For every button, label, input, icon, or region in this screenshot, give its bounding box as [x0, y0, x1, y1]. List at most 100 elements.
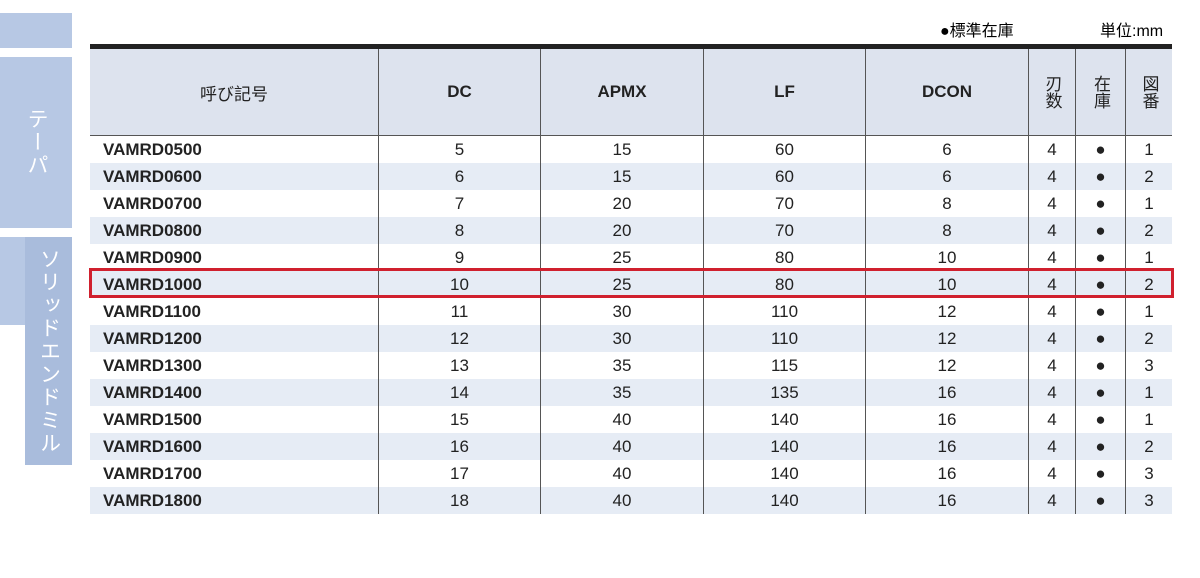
- table-cell: 10: [378, 271, 540, 298]
- table-cell: 2: [1125, 217, 1172, 244]
- header-cell: 在庫: [1075, 49, 1125, 135]
- table-cell: 10: [865, 244, 1028, 271]
- table-cell: ●: [1075, 136, 1125, 163]
- table-cell: 80: [703, 244, 865, 271]
- table-cell: VAMRD1000: [103, 274, 202, 294]
- header-rule: [90, 135, 1172, 136]
- spec-table: 呼び記号 DC APMX LF DCON 刃数 在庫 図番 VAMRD0500 5 15 60 6 4 ● 1…: [90, 49, 1172, 516]
- table-cell: ●: [1075, 406, 1125, 433]
- table-cell: 4: [1028, 460, 1075, 487]
- table-cell: 14: [378, 379, 540, 406]
- header-cell: 刃数: [1028, 49, 1075, 135]
- header-cell: APMX: [540, 49, 703, 135]
- table-cell: VAMRD1700: [103, 463, 202, 483]
- table-cell: VAMRD1800: [103, 490, 202, 510]
- table-cell: 60: [703, 163, 865, 190]
- table-cell: 25: [540, 271, 703, 298]
- row-shade: [90, 217, 1172, 244]
- table-cell: 2: [1125, 325, 1172, 352]
- row-highlight: [89, 268, 1174, 298]
- table-cell: 16: [865, 379, 1028, 406]
- table-cell: 3: [1125, 460, 1172, 487]
- table-cell: 11: [378, 298, 540, 325]
- table-cell: VAMRD0700: [103, 193, 202, 213]
- table-cell: 35: [540, 352, 703, 379]
- table-cell: VAMRD0500: [103, 139, 202, 159]
- table-cell: 16: [378, 433, 540, 460]
- table-cell: ●: [1075, 298, 1125, 325]
- table-cell: 4: [1028, 190, 1075, 217]
- table-cell: 8: [378, 217, 540, 244]
- table-cell: 40: [540, 460, 703, 487]
- table-cell: 40: [540, 487, 703, 514]
- table-cell: 4: [1028, 136, 1075, 163]
- row-shade: [90, 325, 1172, 352]
- table-cell: 1: [1125, 379, 1172, 406]
- table-cell: 4: [1028, 379, 1075, 406]
- table-cell: 115: [703, 352, 865, 379]
- table-cell: 30: [540, 325, 703, 352]
- table-cell: VAMRD1600: [103, 436, 202, 456]
- table-cell: 13: [378, 352, 540, 379]
- side-tab: テーパ: [0, 57, 72, 228]
- table-cell: ●: [1075, 460, 1125, 487]
- table-cell: 20: [540, 217, 703, 244]
- row-shade: [90, 271, 1172, 298]
- table-cell: 15: [378, 406, 540, 433]
- table-cell: 6: [865, 163, 1028, 190]
- table-cell: 25: [540, 244, 703, 271]
- row-shade: [90, 433, 1172, 460]
- table-cell: ●: [1075, 352, 1125, 379]
- table-cell: 12: [865, 298, 1028, 325]
- row-shade: [90, 487, 1172, 514]
- table-cell: 4: [1028, 352, 1075, 379]
- table-cell: ●: [1075, 163, 1125, 190]
- table-cell: ●: [1075, 271, 1125, 298]
- table-cell: ●: [1075, 433, 1125, 460]
- table-cell: 140: [703, 406, 865, 433]
- table-cell: ●: [1075, 379, 1125, 406]
- table-cell: 2: [1125, 163, 1172, 190]
- table-cell: 1: [1125, 406, 1172, 433]
- table-cell: ●: [1075, 325, 1125, 352]
- table-cell: 110: [703, 325, 865, 352]
- table-cell: 17: [378, 460, 540, 487]
- table-cell: ●: [1075, 190, 1125, 217]
- table-cell: VAMRD0600: [103, 166, 202, 186]
- table-cell: VAMRD0900: [103, 247, 202, 267]
- table-cell: 8: [865, 190, 1028, 217]
- table-cell: 2: [1125, 271, 1172, 298]
- table-cell: 16: [865, 433, 1028, 460]
- table-cell: ●: [1075, 217, 1125, 244]
- table-cell: 110: [703, 298, 865, 325]
- table-cell: 16: [865, 460, 1028, 487]
- table-cell: 140: [703, 433, 865, 460]
- table-cell: 4: [1028, 298, 1075, 325]
- header-cell: 図番: [1125, 49, 1172, 135]
- table-cell: 8: [865, 217, 1028, 244]
- table-cell: 3: [1125, 352, 1172, 379]
- table-cell: 1: [1125, 136, 1172, 163]
- table-cell: 70: [703, 190, 865, 217]
- table-cell: 15: [540, 163, 703, 190]
- header-cell: LF: [703, 49, 865, 135]
- table-cell: 4: [1028, 433, 1075, 460]
- table-cell: ●: [1075, 487, 1125, 514]
- table-cell: 40: [540, 406, 703, 433]
- table-cell: 140: [703, 460, 865, 487]
- table-cell: 18: [378, 487, 540, 514]
- header-cell: 呼び記号: [90, 49, 378, 135]
- table-cell: 4: [1028, 163, 1075, 190]
- table-cell: ●: [1075, 244, 1125, 271]
- table-cell: VAMRD0800: [103, 220, 202, 240]
- stock-legend: ●標準在庫: [940, 23, 1014, 40]
- table-cell: 4: [1028, 325, 1075, 352]
- table-cell: 15: [540, 136, 703, 163]
- table-cell: 135: [703, 379, 865, 406]
- table-cell: 30: [540, 298, 703, 325]
- table-cell: 20: [540, 190, 703, 217]
- table-cell: 6: [378, 163, 540, 190]
- table-cell: 4: [1028, 244, 1075, 271]
- table-cell: 5: [378, 136, 540, 163]
